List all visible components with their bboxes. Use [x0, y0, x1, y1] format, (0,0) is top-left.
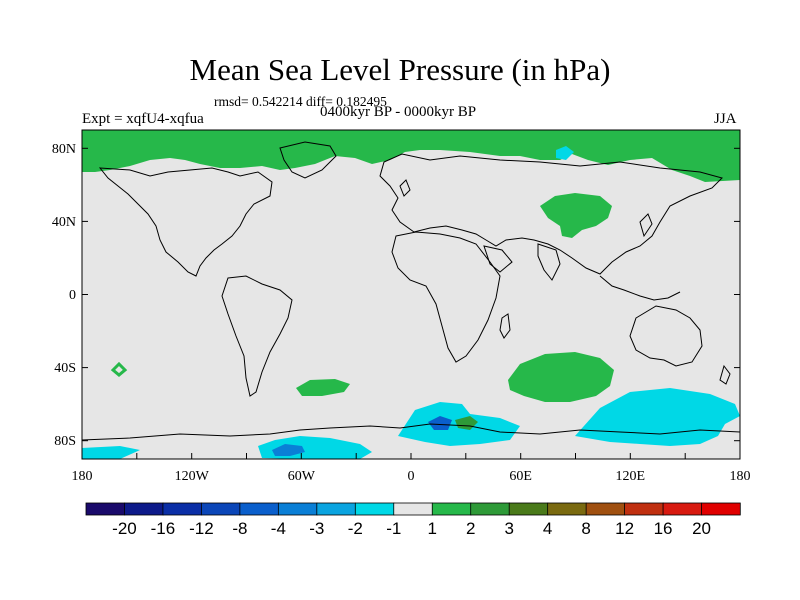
colorbar-swatch	[431, 502, 472, 516]
india-coast	[537, 243, 561, 281]
colorbar-label: 20	[692, 519, 711, 538]
y-tick-label: 80N	[52, 142, 76, 157]
colorbar-swatch	[585, 502, 626, 516]
colorbar-label: -2	[348, 519, 363, 538]
colorbar-swatch	[547, 502, 587, 516]
y-tick-label: 80S	[54, 434, 76, 449]
colorbar-swatch	[354, 502, 395, 516]
experiment-label: Expt = xqfU4-xqfua	[82, 111, 204, 127]
colorbar-label: -4	[271, 519, 286, 538]
colorbar-label: 2	[466, 519, 475, 538]
arabia-coast	[483, 245, 513, 273]
y-tick-label: 40N	[52, 215, 76, 230]
colorbar-label: 8	[581, 519, 590, 538]
x-tick-label: 60E	[509, 469, 532, 484]
south-atlantic-positive-anomaly	[296, 379, 350, 396]
colorbar-swatch	[162, 502, 203, 516]
colorbar-label: -20	[112, 519, 137, 538]
south-america-coast	[221, 275, 293, 397]
y-axis-labels: 80N 40N 0 40S 80S	[52, 142, 76, 449]
colorbar-swatch	[239, 502, 280, 516]
colorbar-swatch	[701, 502, 741, 516]
north-america-coast	[98, 167, 273, 277]
colorbar-label: -3	[309, 519, 324, 538]
colorbar-label: -8	[232, 519, 247, 538]
new-zealand-coast	[719, 364, 731, 385]
madagascar-coast	[499, 313, 511, 339]
southeast-asia-coast	[599, 275, 681, 301]
colorbar-label: 3	[504, 519, 513, 538]
y-tick-label: 0	[69, 288, 76, 303]
asia-positive-anomaly	[540, 193, 612, 238]
colorbar-swatch	[316, 502, 356, 516]
colorbar-label: 1	[428, 519, 437, 538]
australia-coast	[629, 305, 703, 367]
colorbar: -20 -16 -12 -8 -4 -3 -2 -1 1 2 3 4 8 12 16 20	[85, 502, 741, 538]
colorbar-swatch	[470, 502, 510, 516]
antarctic-negative-anomaly-west	[82, 446, 140, 459]
uk-coast	[399, 179, 411, 197]
pacific-small-ring	[110, 361, 128, 377]
x-tick-label: 180	[730, 469, 751, 484]
greenland-coast	[279, 141, 337, 179]
antarctic-deeper-negative	[272, 444, 305, 456]
colorbar-label: 12	[615, 519, 634, 538]
stats-text: rmsd= 0.542214 diff= 0.182495	[214, 94, 387, 109]
colorbar-swatch	[201, 502, 241, 516]
arctic-negative-spot	[556, 146, 574, 160]
x-tick-label: 0	[408, 469, 415, 484]
x-tick-label: 180	[72, 469, 93, 484]
map-frame	[81, 129, 741, 460]
antarctic-deeper-negative-2	[428, 416, 452, 430]
colorbar-swatch	[662, 502, 703, 516]
eurasia-coast	[379, 153, 723, 275]
indian-ocean-positive-anomaly	[508, 352, 614, 402]
arctic-positive-anomaly	[82, 130, 740, 182]
colorbar-swatch	[85, 502, 126, 516]
y-tick-label: 40S	[54, 361, 76, 376]
antarctica-coast	[82, 423, 740, 441]
season-label: JJA	[714, 111, 737, 127]
coastlines	[82, 141, 740, 441]
japan-coast	[639, 213, 653, 238]
x-axis-labels: 180 120W 60W 0 60E 120E 180	[72, 469, 751, 484]
colorbar-label: 16	[654, 519, 673, 538]
colorbar-swatch	[277, 502, 318, 516]
anomaly-fill	[82, 130, 740, 459]
x-tick-label: 120W	[175, 469, 210, 484]
colorbar-label: -1	[386, 519, 401, 538]
colorbar-label: -16	[151, 519, 176, 538]
colorbar-label: 4	[543, 519, 552, 538]
x-tick-label: 60W	[288, 469, 316, 484]
colorbar-swatch	[624, 502, 664, 516]
period-label: 0400kyr BP - 0000kyr BP	[320, 104, 477, 120]
colorbar-label: -12	[189, 519, 214, 538]
colorbar-swatch	[393, 502, 433, 516]
map-title: Mean Sea Level Pressure (in hPa)	[189, 52, 611, 87]
map-plot-area	[82, 130, 740, 459]
africa-coast	[391, 231, 501, 363]
colorbar-swatch	[124, 502, 164, 516]
colorbar-swatch	[508, 502, 549, 516]
tick-marks	[82, 147, 740, 459]
x-tick-label: 120E	[616, 469, 646, 484]
